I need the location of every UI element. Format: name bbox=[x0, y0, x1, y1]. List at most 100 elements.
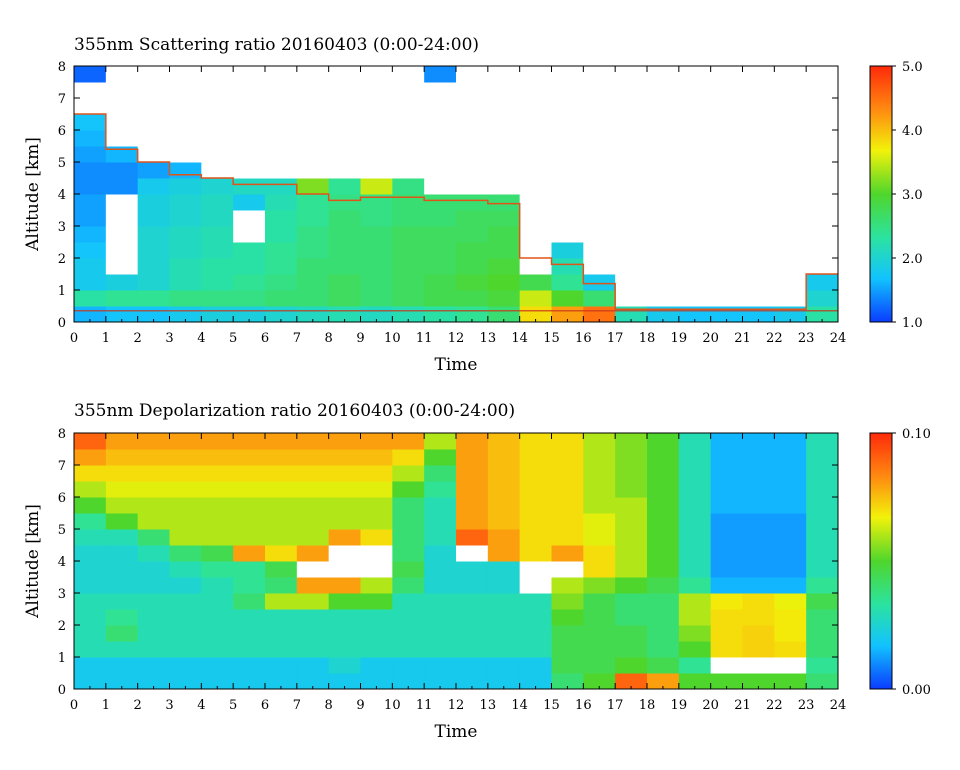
heatmap-cell bbox=[265, 673, 298, 690]
heatmap-cell bbox=[742, 497, 775, 514]
x-tick-label: 15 bbox=[543, 698, 560, 713]
heatmap-cell bbox=[201, 657, 234, 674]
heatmap-cell bbox=[201, 178, 234, 195]
x-tick-label: 16 bbox=[575, 698, 592, 713]
heatmap-cell bbox=[74, 258, 107, 275]
heatmap-cell bbox=[137, 529, 170, 546]
heatmap-cell bbox=[74, 593, 107, 610]
heatmap-cell bbox=[74, 513, 107, 530]
heatmap-cell bbox=[137, 609, 170, 626]
heatmap-cell bbox=[742, 641, 775, 658]
heatmap-cell bbox=[710, 114, 743, 131]
heatmap-cell bbox=[647, 561, 680, 578]
heatmap-cell bbox=[678, 178, 712, 195]
heatmap-cell bbox=[296, 146, 330, 163]
heatmap-cell bbox=[742, 609, 775, 626]
x-tick-label: 23 bbox=[798, 331, 815, 346]
heatmap-cell bbox=[710, 497, 743, 514]
x-tick-label: 6 bbox=[261, 331, 269, 346]
heatmap-cell bbox=[456, 577, 489, 594]
heatmap-cell bbox=[360, 290, 393, 307]
heatmap-cell bbox=[551, 98, 584, 115]
heatmap-cell bbox=[296, 433, 330, 450]
heatmap-cell bbox=[647, 114, 680, 131]
heatmap-cell bbox=[265, 82, 298, 99]
heatmap-cell bbox=[551, 130, 584, 147]
heatmap-cell bbox=[742, 114, 775, 131]
x-tick-label: 22 bbox=[766, 331, 783, 346]
heatmap-cell bbox=[615, 226, 648, 243]
colorbar-tick-label: 5.0 bbox=[902, 60, 923, 75]
heatmap-cell bbox=[456, 226, 489, 243]
heatmap-cell bbox=[583, 258, 616, 275]
heatmap-cell bbox=[265, 529, 298, 546]
y-tick-label: 2 bbox=[58, 619, 66, 634]
heatmap-cell bbox=[328, 657, 361, 674]
heatmap-cell bbox=[774, 609, 807, 626]
heatmap-cell bbox=[742, 130, 775, 147]
x-tick-label: 9 bbox=[356, 698, 364, 713]
heatmap-cell bbox=[456, 657, 489, 674]
heatmap-cell bbox=[296, 465, 330, 482]
heatmap-cell bbox=[233, 609, 266, 626]
heatmap-cell bbox=[137, 258, 170, 275]
heatmap-cell bbox=[424, 513, 457, 530]
heatmap-cell bbox=[201, 673, 234, 690]
heatmap-cell bbox=[169, 146, 202, 163]
heatmap-cell bbox=[774, 258, 807, 275]
y-tick-label: 5 bbox=[58, 523, 66, 538]
heatmap-cell bbox=[519, 449, 552, 466]
heatmap-cell bbox=[105, 242, 139, 259]
heatmap-cell bbox=[519, 641, 552, 658]
heatmap-cell bbox=[456, 242, 489, 259]
heatmap-cell bbox=[265, 609, 298, 626]
heatmap-cell bbox=[615, 609, 648, 626]
heatmap-cell bbox=[328, 130, 361, 147]
heatmap-cell bbox=[424, 258, 457, 275]
y-tick-label: 0 bbox=[58, 316, 66, 331]
heatmap-cell bbox=[487, 625, 521, 642]
heatmap-cell bbox=[201, 465, 234, 482]
heatmap-cell bbox=[296, 66, 330, 83]
heatmap-cell bbox=[328, 178, 361, 195]
heatmap-cell bbox=[137, 625, 170, 642]
heatmap-cell bbox=[169, 657, 202, 674]
heatmap-cell bbox=[647, 529, 680, 546]
heatmap-cell bbox=[74, 465, 107, 482]
heatmap-cell bbox=[328, 306, 361, 323]
heatmap-cell bbox=[456, 497, 489, 514]
heatmap-cell bbox=[710, 561, 743, 578]
heatmap-cell bbox=[615, 162, 648, 179]
heatmap-cell bbox=[647, 625, 680, 642]
heatmap-cell bbox=[710, 641, 743, 658]
heatmap-cell bbox=[105, 98, 139, 115]
heatmap-cell bbox=[74, 82, 107, 99]
heatmap-cell bbox=[169, 306, 202, 323]
heatmap-cell bbox=[360, 66, 393, 83]
heatmap-cell bbox=[296, 290, 330, 307]
x-tick-label: 19 bbox=[671, 331, 688, 346]
heatmap-cell bbox=[742, 577, 775, 594]
heatmap-cell bbox=[424, 306, 457, 323]
heatmap-cell bbox=[615, 465, 648, 482]
heatmap-cell bbox=[328, 481, 361, 498]
colorbar-tick-label: 0.10 bbox=[902, 427, 931, 442]
heatmap-cell bbox=[233, 577, 266, 594]
heatmap-cell bbox=[806, 258, 839, 275]
heatmap-cell bbox=[360, 449, 393, 466]
heatmap-cell bbox=[233, 593, 266, 610]
heatmap-cell bbox=[169, 226, 202, 243]
heatmap-cell bbox=[328, 146, 361, 163]
heatmap-cell bbox=[615, 625, 648, 642]
heatmap-cell bbox=[105, 449, 139, 466]
heatmap-cell bbox=[105, 210, 139, 227]
heatmap-cell bbox=[806, 625, 839, 642]
heatmap-cell bbox=[169, 433, 202, 450]
heatmap-cell bbox=[806, 274, 839, 291]
heatmap-cell bbox=[774, 210, 807, 227]
heatmap-cell bbox=[678, 433, 712, 450]
heatmap-cell bbox=[265, 306, 298, 323]
heatmap-cell bbox=[360, 465, 393, 482]
heatmap-cell bbox=[806, 82, 839, 99]
heatmap-cell bbox=[519, 242, 552, 259]
